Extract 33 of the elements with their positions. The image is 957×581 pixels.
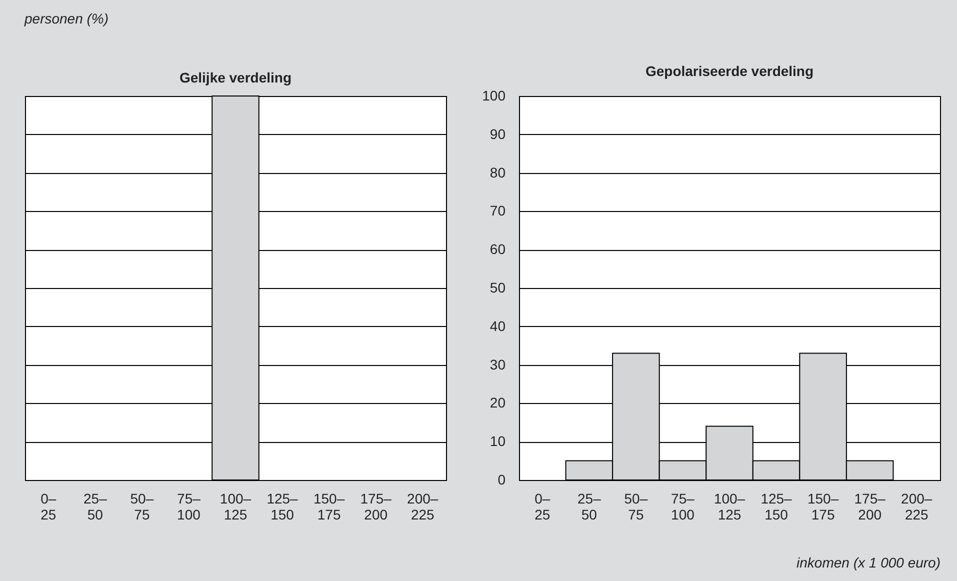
x-tick-label: 100–125 — [220, 490, 252, 522]
x-tick-label: 100–125 — [714, 490, 746, 522]
y-tick-label: 40 — [490, 318, 506, 334]
x-tick-label: 25–50 — [83, 490, 108, 522]
x-tick-label: 200–225 — [407, 490, 438, 522]
x-tick-label: 200–225 — [901, 490, 932, 522]
x-tick-label: 0–25 — [534, 490, 550, 522]
x-tick-label: 75–100 — [177, 490, 201, 522]
y-tick-label: 100 — [482, 88, 506, 104]
x-tick-label: 75–100 — [671, 490, 695, 522]
y-tick-label: 70 — [490, 202, 506, 219]
x-tick-label: 0–25 — [40, 490, 56, 522]
y-tick-label: 0 — [498, 472, 506, 488]
x-tick-label: 125–150 — [266, 490, 298, 522]
x-tick-label: 50–75 — [624, 490, 648, 522]
chart-title: Gepolariseerde verdeling — [645, 63, 814, 79]
x-tick-label: 25–50 — [577, 490, 602, 522]
x-tick-label: 125–150 — [760, 490, 792, 522]
y-tick-label: 60 — [490, 241, 506, 258]
x-axis-title: inkomen (x 1 000 euro) — [796, 554, 940, 570]
y-tick-label: 50 — [490, 280, 506, 296]
y-tick-label: 10 — [490, 433, 506, 450]
y-tick-label: 20 — [490, 394, 506, 411]
x-tick-label: 150–175 — [313, 490, 345, 522]
y-axis-title: personen (%) — [24, 10, 109, 26]
y-tick-label: 80 — [490, 164, 506, 180]
y-tick-label: 90 — [490, 126, 506, 142]
chart-title: Gelijke verdeling — [179, 70, 292, 86]
x-tick-label: 175–200 — [360, 490, 392, 522]
x-tick-label: 175–200 — [854, 490, 886, 522]
x-tick-label: 150–175 — [807, 490, 839, 522]
x-tick-label: 50–75 — [130, 490, 154, 522]
y-tick-label: 30 — [490, 356, 506, 372]
